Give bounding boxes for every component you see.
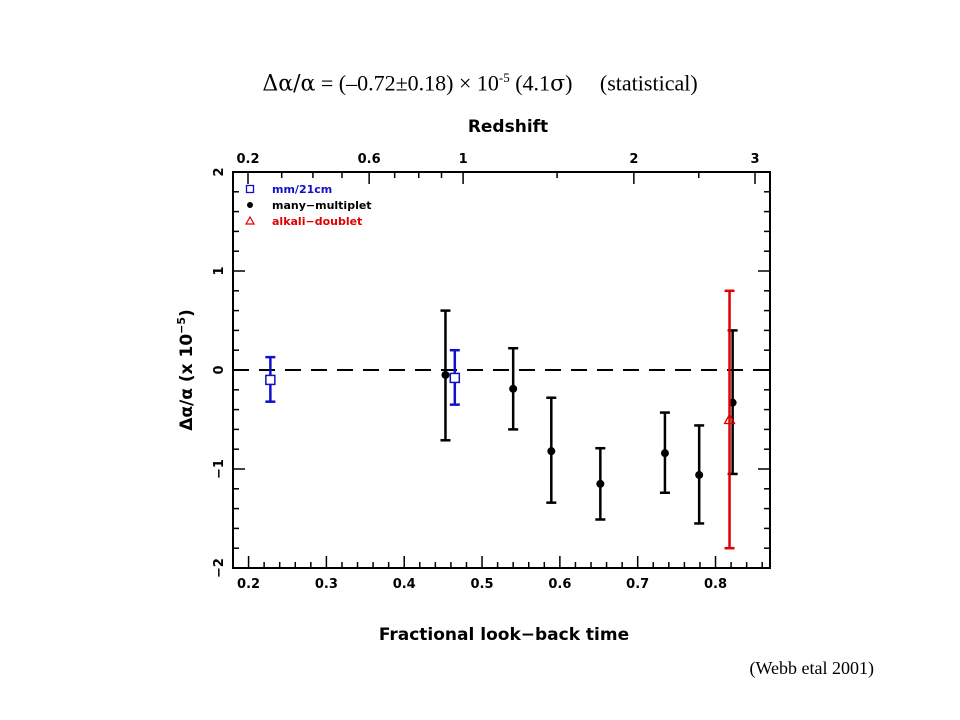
- top-tick-label: 2: [629, 152, 638, 167]
- data-point-circle: [596, 479, 605, 488]
- legend-label: alkali−doublet: [272, 215, 362, 228]
- data-point-circle: [547, 447, 556, 456]
- legend-label: many−multiplet: [272, 199, 372, 212]
- y-tick-label: 0: [212, 365, 227, 374]
- x-tick-label: 0.2: [237, 577, 260, 592]
- x-axis-title: Fractional look−back time: [379, 625, 629, 645]
- legend-label: mm/21cm: [272, 183, 332, 196]
- top-tick-label: 0.2: [236, 152, 259, 167]
- source-credit: (Webb etal 2001): [749, 658, 874, 678]
- legend: mm/21cm many−multiplet alkali−doublet: [244, 183, 372, 228]
- x-tick-label: 0.3: [315, 577, 338, 592]
- data-point-circle: [660, 449, 669, 458]
- y-tick-label: −2: [212, 558, 227, 578]
- headline-exponent: -5: [498, 70, 510, 85]
- data-layer: [265, 289, 738, 550]
- x-tick-label: 0.6: [548, 577, 571, 592]
- y-axis-title-main: Δα/α (x 10: [177, 334, 197, 431]
- legend-marker-square: [245, 184, 255, 194]
- x-tick-label: 0.5: [471, 577, 494, 592]
- axes-layer: 0.2 0.3 0.4 0.5 0.6 0.7 0.8 0.2 0.6 1 2 3 −2 −1 0 1 2: [212, 152, 771, 592]
- chart-headline: Δα/α = (–0.72±0.18) × 10-5 (4.1σ) (stati…: [0, 70, 960, 96]
- y-tick-label: 1: [212, 266, 227, 275]
- top-tick-label: 3: [750, 152, 759, 167]
- legend-marker-circle: [247, 202, 253, 208]
- y-tick-label: −1: [212, 459, 227, 479]
- top-tick-label: 0.6: [358, 152, 381, 167]
- y-axis-title-exponent: −5: [175, 317, 188, 334]
- x-tick-label: 0.7: [626, 577, 649, 592]
- data-point-square: [449, 372, 461, 384]
- x-tick-label: 0.4: [393, 577, 416, 592]
- top-tick-label: 1: [459, 152, 468, 167]
- headline-sigma-open: (4.1: [509, 70, 551, 96]
- data-point-circle: [509, 384, 518, 393]
- data-point-circle: [441, 370, 450, 379]
- headline-note: (statistical): [572, 70, 698, 96]
- x-tick-label: 0.8: [704, 577, 727, 592]
- top-axis-title: Redshift: [468, 117, 548, 137]
- headline-sigma-close: ): [565, 70, 573, 96]
- data-point-square: [265, 374, 276, 386]
- y-axis-title-close: ): [177, 309, 197, 317]
- delta-alpha-symbol: Δα/α: [262, 71, 316, 97]
- sigma-symbol: σ: [550, 71, 566, 97]
- headline-value: = (–0.72±0.18) × 10: [315, 70, 499, 96]
- legend-marker-triangle: [244, 215, 256, 225]
- data-point-triangle: [723, 413, 736, 425]
- y-axis-title: Δα/α (x 10−5): [175, 309, 197, 431]
- y-tick-label: 2: [212, 167, 227, 176]
- data-point-circle: [695, 470, 704, 479]
